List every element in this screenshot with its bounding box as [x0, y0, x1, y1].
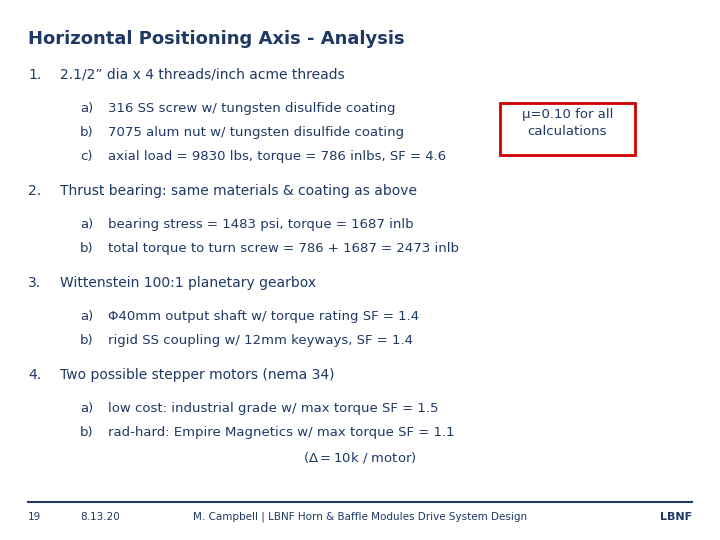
Text: rigid SS coupling w/ 12mm keyways, SF = 1.4: rigid SS coupling w/ 12mm keyways, SF = … [108, 334, 413, 347]
Text: 316 SS screw w/ tungsten disulfide coating: 316 SS screw w/ tungsten disulfide coati… [108, 102, 395, 115]
Text: a): a) [80, 310, 94, 323]
Text: Two possible stepper motors (nema 34): Two possible stepper motors (nema 34) [60, 368, 335, 382]
FancyBboxPatch shape [500, 103, 635, 155]
Text: 2.1/2” dia x 4 threads/inch acme threads: 2.1/2” dia x 4 threads/inch acme threads [60, 68, 345, 82]
Text: M. Campbell | LBNF Horn & Baffle Modules Drive System Design: M. Campbell | LBNF Horn & Baffle Modules… [193, 512, 527, 523]
Text: b): b) [80, 242, 94, 255]
Text: 8.13.20: 8.13.20 [80, 512, 120, 522]
Text: a): a) [80, 402, 94, 415]
Text: Φ40mm output shaft w/ torque rating SF = 1.4: Φ40mm output shaft w/ torque rating SF =… [108, 310, 419, 323]
Text: b): b) [80, 426, 94, 439]
Text: total torque to turn screw = 786 + 1687 = 2473 inlb: total torque to turn screw = 786 + 1687 … [108, 242, 459, 255]
Text: Thrust bearing: same materials & coating as above: Thrust bearing: same materials & coating… [60, 184, 417, 198]
Text: c): c) [80, 150, 92, 163]
Text: low cost: industrial grade w/ max torque SF = 1.5: low cost: industrial grade w/ max torque… [108, 402, 438, 415]
Text: LBNF: LBNF [660, 512, 692, 522]
Text: 2.: 2. [28, 184, 41, 198]
Text: axial load = 9830 lbs, torque = 786 inlbs, SF = 4.6: axial load = 9830 lbs, torque = 786 inlb… [108, 150, 446, 163]
Text: 3.: 3. [28, 276, 41, 290]
Text: μ=0.10 for all
calculations: μ=0.10 for all calculations [522, 108, 613, 138]
Text: (Δ$ = $10k / motor): (Δ$ = $10k / motor) [303, 450, 417, 465]
Text: b): b) [80, 126, 94, 139]
Text: 1.: 1. [28, 68, 41, 82]
Text: Wittenstein 100:1 planetary gearbox: Wittenstein 100:1 planetary gearbox [60, 276, 316, 290]
Text: Horizontal Positioning Axis - Analysis: Horizontal Positioning Axis - Analysis [28, 30, 405, 48]
Text: rad-hard: Empire Magnetics w/ max torque SF = 1.1: rad-hard: Empire Magnetics w/ max torque… [108, 426, 454, 439]
Text: bearing stress = 1483 psi, torque = 1687 inlb: bearing stress = 1483 psi, torque = 1687… [108, 218, 413, 231]
Text: b): b) [80, 334, 94, 347]
Text: 7075 alum nut w/ tungsten disulfide coating: 7075 alum nut w/ tungsten disulfide coat… [108, 126, 404, 139]
Text: a): a) [80, 218, 94, 231]
Text: a): a) [80, 102, 94, 115]
Text: 19: 19 [28, 512, 41, 522]
Text: 4.: 4. [28, 368, 41, 382]
